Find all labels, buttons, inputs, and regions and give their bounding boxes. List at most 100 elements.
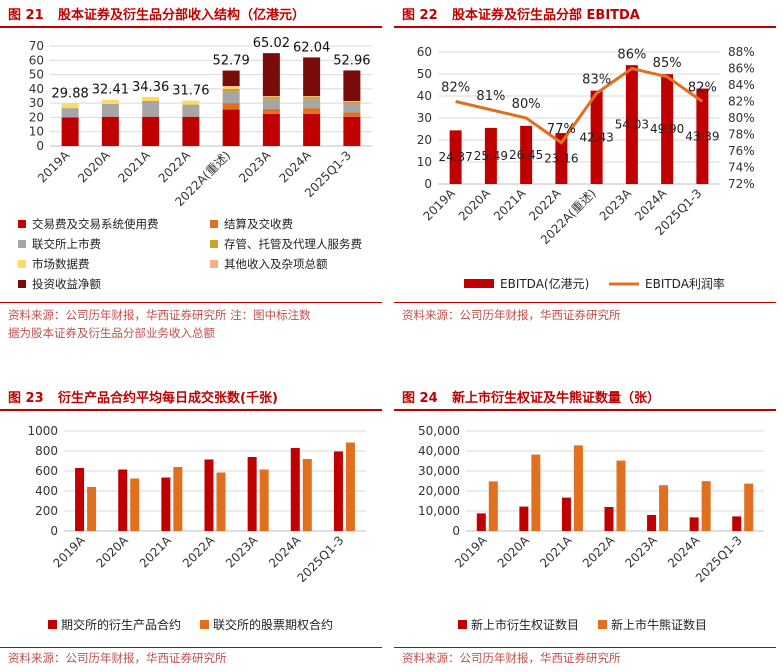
fig21-legend-label: 交易费及交易系统使用费 — [32, 217, 159, 231]
fig23-x-tick-label: 2022A — [180, 533, 218, 571]
fig22-line-value-label: 80% — [512, 97, 541, 112]
fig21-bar-segment — [303, 113, 321, 146]
fig21-x-tick-label: 2023A — [236, 148, 274, 186]
fig22-y2-tick-label: 84% — [728, 78, 755, 92]
fig21-total-label: 29.88 — [52, 86, 89, 101]
fig21-x-tick-label: 2024A — [276, 148, 314, 186]
fig22-line-value-label: 82% — [688, 81, 717, 96]
figure-23-title-bar: 图 23 衍生产品合约平均每日成交张数(千张) — [0, 383, 382, 411]
fig21-y-tick-label: 10 — [29, 125, 44, 139]
fig21-y-tick-label: 20 — [29, 110, 44, 124]
fig22-y-tick-label: 30 — [417, 111, 432, 125]
figure-22-source-divider — [394, 302, 776, 303]
fig24-bar — [531, 454, 541, 531]
fig21-x-tick-label: 2020A — [75, 148, 113, 186]
fig21-bar-segment — [101, 103, 119, 117]
chart-24: 0 10,000 20,000 30,000 40,000 50,000 2019A 2020… — [418, 424, 764, 632]
fig21-bar-segment — [182, 104, 200, 117]
fig24-bar — [659, 485, 669, 531]
fig21-bar-segment — [303, 96, 321, 97]
fig21-legend-swatch — [18, 220, 26, 228]
fig21-bar-segment — [262, 108, 280, 114]
fig24-x-tick-label: 2019A — [452, 533, 490, 571]
fig21-total-label: 32.41 — [92, 83, 129, 98]
fig23-x-tick-label: 2020A — [94, 533, 132, 571]
fig21-legend-swatch — [210, 260, 218, 268]
fig21-bar-segment — [101, 99, 119, 104]
fig23-y-tick-label: 1000 — [27, 424, 58, 438]
fig24-y-tick-label: 10,000 — [418, 504, 460, 518]
fig21-bar-segment — [343, 70, 361, 101]
fig22-x-tick-label: 2021A — [491, 186, 529, 224]
fig22-y-tick-label: 10 — [417, 155, 432, 169]
fig21-legend-label: 市场数据费 — [32, 257, 90, 271]
fig23-bar — [87, 487, 97, 531]
fig23-bar — [333, 451, 343, 531]
fig21-y-tick-label: 30 — [29, 96, 44, 110]
fig22-margin-line — [455, 66, 704, 145]
figure-21-panel: 图 21 股本证券及衍生品分部收入结构（亿港元） 0 10 20 30 40 50 60 70… — [0, 0, 382, 350]
fig21-legend-swatch — [18, 260, 26, 268]
fig21-bar-segment — [343, 103, 361, 113]
fig24-x-tick-label: 2021A — [537, 533, 575, 571]
fig24-bar — [476, 513, 486, 531]
fig22-y2-tick-label: 74% — [728, 161, 755, 175]
fig22-line-value-label: 81% — [476, 89, 505, 104]
fig24-x-tick-label: 2020A — [495, 533, 533, 571]
fig22-bar — [484, 127, 497, 184]
fig22-legend-label-line: EBITDA利润率 — [645, 276, 725, 291]
chart-22: 0 10 20 30 40 50 60 72% 74% 76% 78% 80% 82% 84% 86% 88%… — [417, 45, 755, 291]
figure-24-source-divider — [394, 647, 776, 648]
fig22-bar-value-label: 54.03 — [615, 118, 649, 132]
fig24-legend-label: 新上市牛熊证数目 — [611, 617, 707, 632]
fig21-bar-segment — [343, 116, 361, 146]
fig24-bar — [647, 515, 657, 531]
fig21-total-label: 65.02 — [253, 36, 290, 51]
fig22-bar — [661, 74, 674, 184]
fig21-total-label: 31.76 — [172, 84, 209, 99]
fig23-bar — [204, 459, 214, 531]
fig22-y-tick-label: 20 — [417, 133, 432, 147]
fig23-legend-label: 期交所的衍生产品合约 — [61, 617, 181, 632]
figure-24-panel: 图 24 新上市衍生权证及牛熊证数量（张） 0 10,000 20,000 30,00… — [394, 383, 776, 672]
fig22-y-tick-label: 50 — [417, 67, 432, 81]
fig24-x-tick-label: 2025Q1-3 — [693, 533, 745, 585]
fig21-bar-segment — [222, 86, 240, 87]
fig21-bar-segment — [303, 98, 321, 109]
fig24-legend-label: 新上市衍生权证数目 — [471, 617, 579, 632]
fig21-total-label: 52.79 — [213, 54, 250, 69]
fig22-bar-value-label: 23.16 — [544, 152, 578, 166]
fig22-bar-value-label: 43.39 — [685, 129, 719, 143]
fig23-bar — [118, 469, 128, 531]
fig23-bar — [247, 457, 257, 531]
fig21-legend-label: 联交所上市费 — [32, 237, 101, 251]
fig21-y-tick-label: 40 — [29, 82, 44, 96]
fig24-bar — [519, 506, 529, 531]
fig23-y-tick-label: 800 — [35, 444, 58, 458]
fig21-legend-label: 结算及交收费 — [224, 217, 293, 231]
fig23-x-tick-label: 2025Q1-3 — [295, 533, 347, 585]
fig23-x-tick-label: 2023A — [223, 533, 261, 571]
fig22-y2-tick-label: 72% — [728, 177, 755, 191]
fig21-bar-segment — [303, 108, 321, 114]
fig23-bar — [75, 468, 85, 531]
fig21-total-label: 62.04 — [293, 40, 330, 55]
fig24-bar — [604, 507, 614, 531]
fig22-bar — [520, 125, 533, 184]
fig21-total-label: 34.36 — [132, 80, 169, 95]
fig21-bar-segment — [262, 96, 280, 99]
figure-21-source-line2: 据为股本证券及衍生品分部业务收入总额 — [8, 326, 215, 340]
fig22-legend-label-bar: EBITDA(亿港元) — [500, 276, 589, 291]
fig23-x-tick-label: 2024A — [266, 533, 304, 571]
fig21-bar-segment — [343, 101, 361, 104]
fig21-x-tick-label: 2021A — [115, 148, 153, 186]
fig23-legend-swatch — [48, 620, 57, 629]
fig21-bar-segment — [303, 96, 321, 99]
fig24-bar — [488, 481, 498, 531]
figure-21-source-divider — [0, 302, 382, 303]
fig23-bar — [302, 459, 312, 531]
figure-22-title: 股本证券及衍生品分部 EBITDA — [452, 8, 640, 23]
fig21-bar-segment — [61, 108, 79, 118]
fig24-legend-swatch — [598, 620, 607, 629]
